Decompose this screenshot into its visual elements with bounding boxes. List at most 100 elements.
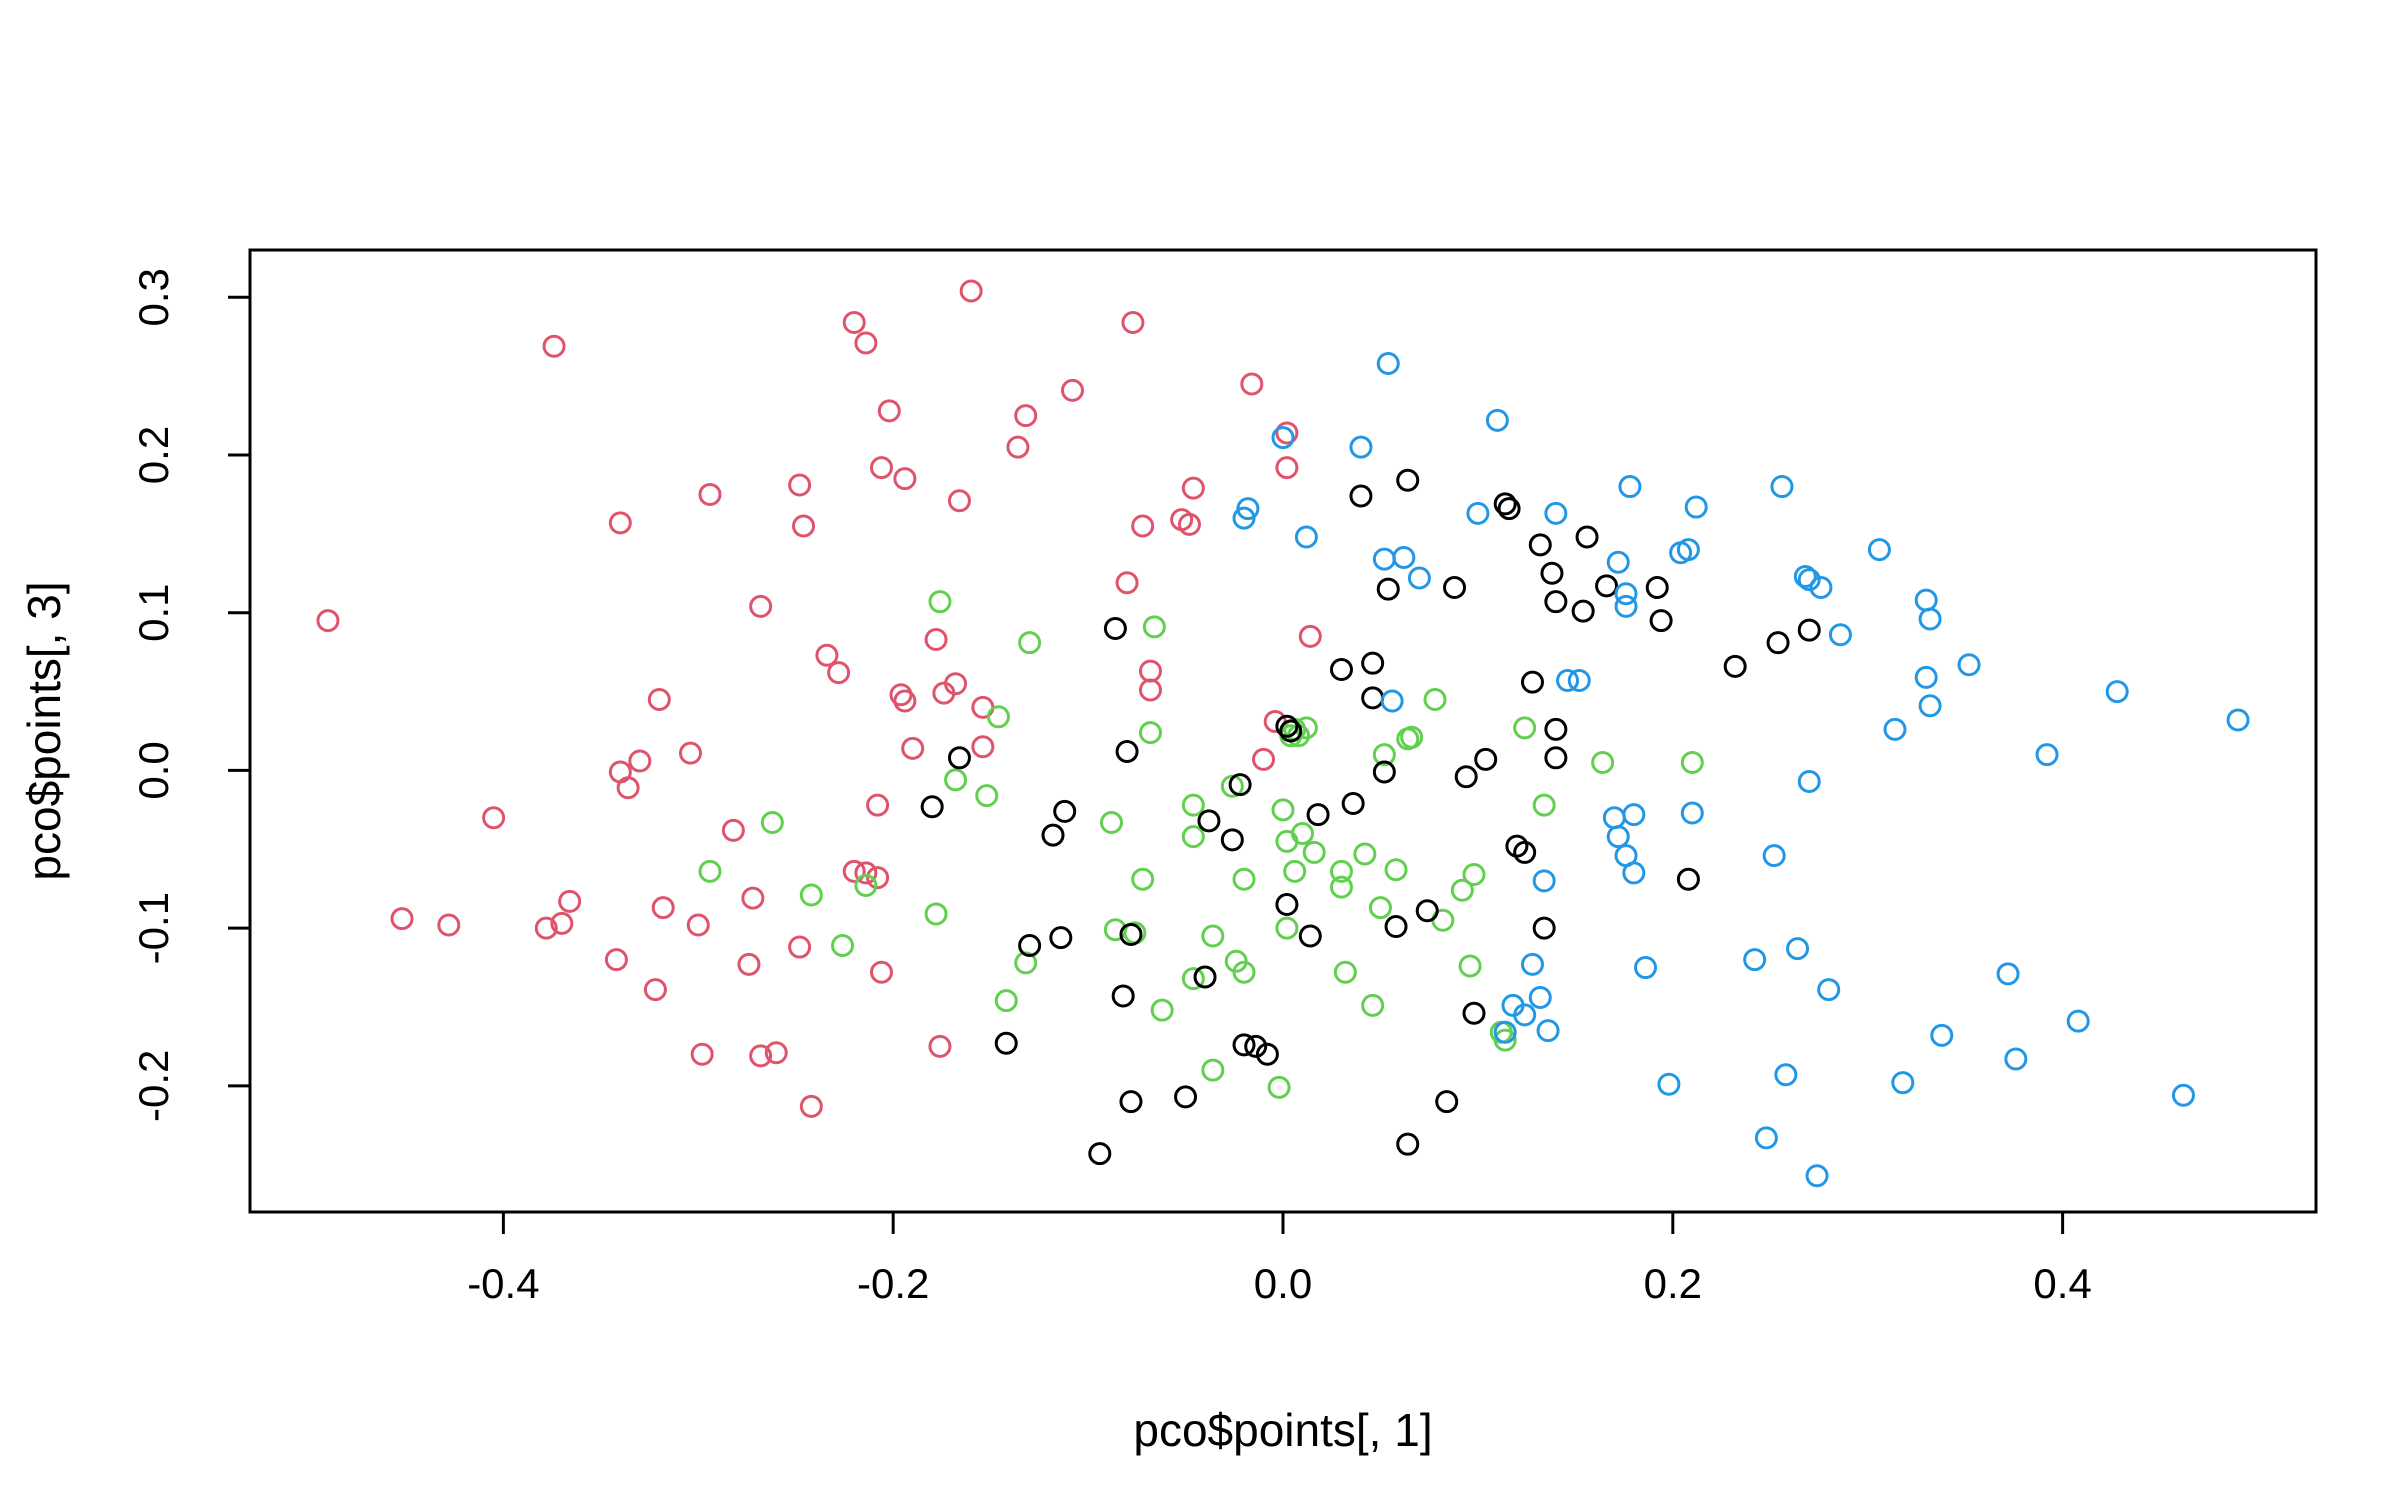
data-point-series-4 [1372,547,1396,571]
data-point-series-1 [616,776,640,800]
data-point-series-1 [842,311,866,335]
data-point-series-3 [1645,575,1669,599]
data-point-series-2 [1591,751,1615,775]
y-tick-label: 0.3 [130,268,177,326]
data-point-series-4 [1957,653,1981,677]
data-point-series-1 [1138,678,1162,702]
data-point-series-3 [1372,760,1396,784]
data-point-series-1 [827,661,851,685]
data-point-series-3 [1041,823,1065,847]
data-point-series-3 [1532,916,1556,940]
data-point-series-1 [1006,435,1030,459]
data-point-series-4 [1485,408,1509,432]
data-point-series-1 [1252,747,1276,771]
data-point-series-4 [1466,501,1490,525]
data-point-series-1 [643,978,667,1002]
data-point-series-1 [608,511,632,535]
x-tick-label: 0.0 [1254,1260,1312,1307]
data-point-series-4 [1774,1063,1798,1087]
data-point-series-2 [1513,716,1537,740]
data-point-series-2 [831,933,855,957]
data-point-series-4 [1914,588,1938,612]
data-point-series-2 [1493,1028,1517,1052]
data-point-series-3 [1119,922,1143,946]
data-point-series-1 [628,749,652,773]
data-point-series-4 [1271,426,1295,450]
data-point-series-3 [1115,740,1139,764]
data-point-series-1 [749,1044,773,1068]
data-point-series-3 [1544,590,1568,614]
data-point-series-3 [1306,803,1330,827]
data-point-series-2 [1302,840,1326,864]
data-point-series-2 [1450,878,1474,902]
y-tick-label: 0.0 [130,741,177,799]
data-point-series-1 [678,741,702,765]
data-point-series-3 [1462,1001,1486,1025]
data-point-series-2 [854,874,878,898]
data-point-series-4 [1392,546,1416,570]
data-point-series-3 [1649,609,1673,633]
data-point-series-4 [1797,769,1821,793]
data-point-series-3 [1103,616,1127,640]
data-point-series-2 [1142,615,1166,639]
data-point-series-2 [1329,875,1353,899]
data-point-series-3 [1298,924,1322,948]
data-point-series-3 [1528,533,1552,557]
data-point-series-1 [1131,514,1155,538]
data-point-series-1 [1121,311,1145,335]
data-point-series-1 [741,886,765,910]
data-point-series-1 [1115,571,1139,595]
data-point-series-2 [1181,825,1205,849]
data-point-series-2 [986,705,1010,729]
data-point-series-3 [920,795,944,819]
x-tick-label: -0.4 [467,1260,539,1307]
data-point-series-1 [788,935,812,959]
data-point-series-3 [1766,631,1790,655]
data-point-series-4 [1867,538,1891,562]
data-point-series-4 [1407,566,1431,590]
data-point-series-4 [1809,575,1833,599]
data-point-series-2 [1458,954,1482,978]
data-point-series-4 [1622,861,1646,885]
y-axis-title: pco$points[, 3] [18,581,70,880]
data-point-series-1 [893,689,917,713]
data-point-series-3 [1497,497,1521,521]
data-point-series-4 [1743,948,1767,972]
data-point-series-4 [1606,550,1630,574]
data-point-series-4 [1528,986,1552,1010]
data-point-series-4 [1883,717,1907,741]
data-point-series-4 [1618,475,1642,499]
data-point-series-2 [1400,725,1424,749]
data-point-series-4 [1786,937,1810,961]
data-point-series-3 [1474,747,1498,771]
data-point-series-2 [944,768,968,792]
data-point-series-3 [994,1031,1018,1055]
data-point-series-1 [686,913,710,937]
data-point-series-1 [534,916,558,940]
data-point-series-3 [1232,1033,1256,1057]
data-point-series-3 [1279,719,1303,743]
data-point-series-3 [1540,561,1564,585]
y-tick-label: 0.1 [130,584,177,642]
data-point-series-4 [1380,689,1404,713]
data-point-series-3 [1088,1142,1112,1166]
data-point-series-1 [901,736,925,760]
data-point-series-1 [928,1034,952,1058]
data-point-series-1 [866,793,890,817]
data-point-series-4 [1602,806,1626,830]
data-point-series-4 [1349,435,1373,459]
data-point-series-2 [1181,967,1205,991]
data-point-series-1 [959,279,983,303]
data-point-series-3 [1049,926,1073,950]
data-point-series-3 [1193,965,1217,989]
data-point-series-1 [749,594,773,618]
data-point-series-2 [1462,863,1486,887]
data-point-series-1 [721,818,745,842]
data-point-series-2 [1131,867,1155,891]
data-point-series-1 [842,859,866,883]
data-point-series-1 [1138,659,1162,683]
data-point-series-1 [788,473,812,497]
data-point-series-2 [1099,810,1123,834]
data-point-series-1 [647,687,671,711]
